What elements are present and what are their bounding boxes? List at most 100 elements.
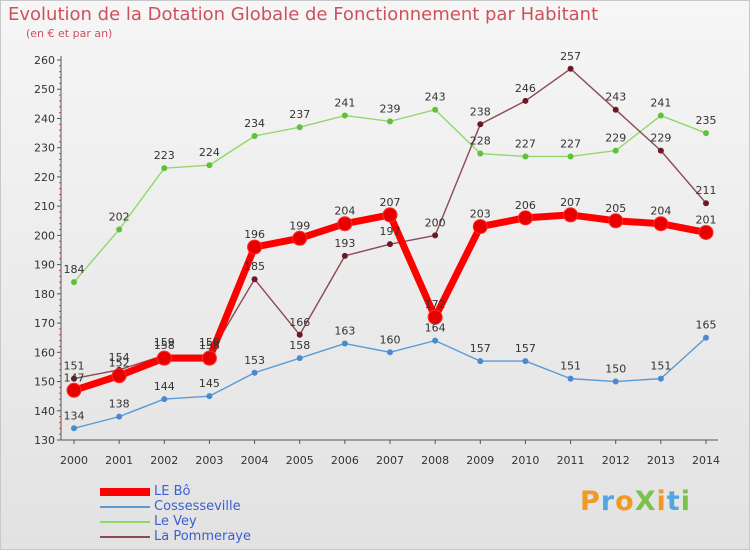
data-point [427, 309, 443, 325]
data-point [567, 375, 574, 382]
data-label: 196 [244, 228, 265, 241]
data-label: 166 [289, 316, 310, 329]
data-label: 229 [650, 132, 671, 145]
data-point [703, 130, 709, 137]
data-label: 199 [289, 219, 310, 232]
data-label: 159 [199, 336, 220, 349]
data-label: 243 [425, 91, 446, 104]
data-point [116, 226, 123, 233]
x-tick-label: 2012 [602, 454, 630, 467]
x-tick-label: 2001 [105, 454, 133, 467]
chart-subtitle: (en € et par an) [26, 27, 113, 40]
series-le-vey [71, 106, 709, 286]
data-label: 200 [425, 216, 446, 229]
y-tick-label: 260 [34, 54, 55, 67]
data-point [71, 375, 77, 382]
data-point [522, 97, 529, 104]
y-tick-label: 170 [34, 317, 55, 330]
data-label: 157 [515, 342, 536, 355]
data-point [657, 147, 664, 154]
data-label: 241 [650, 97, 671, 110]
data-point [477, 121, 484, 128]
data-point [703, 334, 709, 341]
data-label: 246 [515, 82, 536, 95]
data-point [251, 276, 258, 283]
legend-item-la-pommeraye[interactable]: La Pommeraye [100, 529, 340, 544]
legend-item-le-bo[interactable]: LE Bô [100, 484, 340, 499]
legend-swatch-le-vey [100, 520, 150, 523]
x-tick-label: 2003 [195, 454, 223, 467]
data-point [387, 349, 393, 356]
data-label: 154 [109, 351, 130, 364]
x-tick-label: 2014 [692, 454, 720, 467]
data-point [66, 382, 82, 398]
data-label: 204 [650, 205, 671, 218]
data-point [341, 252, 348, 259]
data-point [698, 224, 714, 240]
data-label: 227 [560, 137, 581, 150]
y-tick-label: 190 [34, 259, 55, 272]
x-tick-label: 2011 [557, 454, 585, 467]
legend-swatch-la-pommeraye [100, 535, 150, 538]
data-label: 211 [696, 184, 717, 197]
data-label: 206 [515, 199, 536, 212]
data-point [71, 425, 77, 432]
data-label: 138 [109, 398, 130, 411]
data-label: 224 [199, 146, 220, 159]
data-point [477, 358, 484, 365]
data-label: 239 [380, 102, 401, 115]
data-label: 184 [64, 263, 85, 276]
data-point [201, 350, 217, 366]
data-label: 202 [109, 211, 130, 224]
data-point [612, 106, 619, 113]
legend-swatch-cossesseville [100, 505, 150, 508]
data-label: 151 [560, 360, 581, 373]
chart-title: Evolution de la Dotation Globale de Fonc… [8, 4, 599, 25]
data-point [296, 355, 303, 362]
data-label: 228 [470, 135, 491, 148]
data-point [477, 150, 484, 157]
x-tick-label: 2004 [241, 454, 269, 467]
data-label: 207 [560, 196, 581, 209]
data-point [657, 112, 664, 119]
x-tick-label: 2005 [286, 454, 314, 467]
x-tick-label: 2010 [511, 454, 539, 467]
data-point [156, 350, 172, 366]
y-tick-label: 230 [34, 142, 55, 155]
data-point [247, 239, 263, 255]
data-label: 201 [696, 213, 717, 226]
data-point [341, 340, 348, 347]
data-point [251, 369, 258, 376]
data-label: 185 [244, 260, 265, 273]
y-tick-label: 180 [34, 288, 55, 301]
data-label: 158 [289, 339, 310, 352]
data-point [337, 216, 353, 232]
data-point [382, 207, 398, 223]
data-point [517, 210, 533, 226]
legend-item-le-vey[interactable]: Le Vey [100, 514, 340, 529]
y-tick-label: 220 [34, 171, 55, 184]
legend-item-cossesseville[interactable]: Cossesseville [100, 499, 340, 514]
data-label: 151 [64, 360, 85, 373]
data-label: 163 [334, 325, 355, 338]
data-point [567, 65, 574, 72]
data-point [251, 133, 258, 139]
x-tick-label: 2007 [376, 454, 404, 467]
data-point [111, 368, 127, 384]
data-label: 158 [154, 339, 175, 352]
y-tick-label: 140 [34, 405, 55, 418]
legend-label: La Pommeraye [154, 529, 251, 544]
data-point [612, 378, 619, 385]
x-tick-label: 2008 [421, 454, 449, 467]
data-label: 235 [696, 114, 717, 127]
data-label: 151 [650, 360, 671, 373]
data-label: 238 [470, 105, 491, 118]
legend-label: Cossesseville [154, 499, 241, 514]
data-label: 165 [696, 319, 717, 332]
series-le-b- [66, 207, 714, 398]
data-label: 134 [64, 409, 85, 422]
data-label: 152 [109, 357, 130, 370]
data-point [522, 153, 529, 160]
data-label: 237 [289, 108, 310, 121]
